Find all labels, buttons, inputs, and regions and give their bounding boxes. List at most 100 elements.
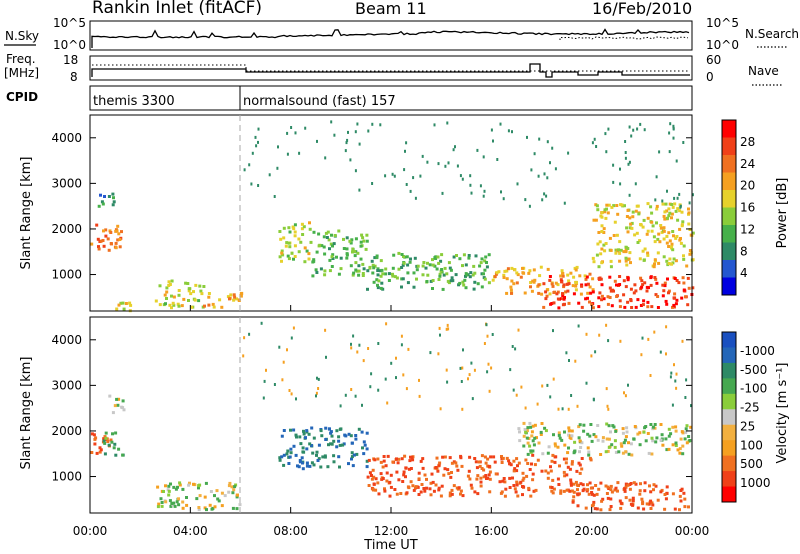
scatter-cell	[460, 464, 464, 468]
scatter-cell	[273, 383, 276, 386]
scatter-cell	[324, 156, 327, 160]
scatter-cell	[417, 493, 421, 496]
scatter-cell	[678, 451, 682, 455]
scatter-cell	[385, 471, 389, 475]
scatter-cell	[429, 351, 432, 355]
scatter-cell	[626, 300, 630, 304]
scatter-cell	[111, 432, 114, 436]
scatter-cell	[337, 229, 341, 233]
scatter-cell	[473, 490, 477, 494]
scatter-cell	[379, 460, 383, 464]
scatter-cell	[626, 276, 630, 280]
scatter-cell	[472, 264, 476, 268]
scatter-cell	[546, 176, 549, 180]
scatter-cell	[540, 292, 544, 296]
scatter-cell	[649, 374, 652, 377]
scatter-cell	[602, 297, 606, 301]
scatter-cell	[682, 288, 686, 292]
beam-label: Beam 11	[355, 0, 427, 18]
scatter-cell	[528, 204, 531, 208]
scatter-cell	[689, 233, 693, 237]
scatter-cell	[287, 241, 291, 245]
scatter-cell	[650, 501, 654, 505]
scatter-cell	[639, 304, 643, 307]
scatter-cell	[586, 282, 590, 286]
scatter-cell	[594, 435, 598, 439]
scatter-cell	[251, 151, 254, 155]
scatter-cell	[112, 196, 115, 200]
scatter-cell	[330, 255, 334, 259]
scatter-cell	[342, 442, 346, 446]
scatter-cell	[377, 342, 380, 345]
scatter-cell	[591, 290, 595, 294]
scatter-cell	[542, 282, 546, 286]
scatter-cell	[519, 480, 523, 484]
scatter-cell	[290, 126, 293, 129]
scatter-cell	[634, 305, 638, 309]
scatter-cell	[317, 443, 321, 447]
scatter-cell	[608, 296, 612, 299]
scatter-cell	[651, 224, 655, 228]
scatter-cell	[580, 441, 584, 445]
scatter-cell	[574, 280, 578, 284]
scatter-cell	[625, 226, 629, 230]
scatter-cell	[520, 385, 523, 389]
scatter-cell	[565, 457, 568, 461]
scatter-cell	[282, 463, 286, 467]
scatter-cell	[197, 508, 201, 512]
scatter-cell	[633, 425, 637, 428]
scatter-cell	[384, 272, 388, 276]
scatter-cell	[400, 253, 404, 256]
scatter-cell	[181, 487, 185, 491]
scatter-cell	[510, 291, 513, 295]
scatter-cell	[474, 254, 478, 258]
scatter-cell	[607, 445, 611, 449]
scatter-cell	[624, 156, 627, 160]
scatter-cell	[554, 444, 557, 448]
scatter-cell	[557, 306, 561, 310]
scatter-cell	[552, 433, 555, 437]
scatter-cell	[290, 336, 293, 340]
scatter-cell	[111, 411, 115, 415]
scatter-cell	[597, 305, 601, 309]
scatter-cell	[681, 339, 684, 343]
scatter-cell	[310, 461, 314, 465]
scatter-cell	[628, 487, 632, 491]
scatter-cell	[619, 501, 623, 505]
scatter-cell	[580, 467, 584, 471]
scatter-cell	[365, 233, 369, 237]
scatter-cell	[587, 492, 591, 496]
scatter-cell	[483, 342, 486, 345]
scatter-cell	[452, 255, 456, 259]
scatter-cell	[220, 491, 224, 495]
scatter-cell	[485, 261, 488, 264]
scatter-cell	[496, 158, 499, 161]
scatter-cell	[260, 321, 263, 325]
scatter-cell	[365, 465, 369, 469]
scatter-cell	[288, 245, 292, 249]
scatter-cell	[384, 464, 388, 468]
scatter-cell	[602, 231, 606, 234]
scatter-cell	[682, 244, 686, 248]
scatter-cell	[507, 459, 511, 463]
scatter-cell	[93, 437, 97, 441]
scatter-cell	[559, 297, 563, 301]
scatter-cell	[377, 279, 381, 283]
scatter-cell	[512, 484, 516, 487]
scatter-cell	[522, 434, 526, 438]
scatter-cell	[500, 461, 504, 464]
scatter-cell	[522, 485, 526, 489]
scatter-cell	[203, 506, 207, 510]
scatter-cell	[391, 272, 394, 276]
scatter-cell	[476, 474, 480, 478]
scatter-cell	[487, 465, 491, 468]
freq-label-line2: [MHz]	[4, 66, 39, 80]
scatter-cell	[676, 207, 680, 211]
scatter-cell	[678, 238, 682, 242]
scatter-cell	[356, 122, 359, 126]
scatter-cell	[544, 297, 548, 301]
scatter-cell	[631, 496, 635, 500]
scatter-cell	[218, 298, 222, 302]
scatter-cell	[613, 220, 617, 224]
scatter-cell	[619, 442, 623, 446]
